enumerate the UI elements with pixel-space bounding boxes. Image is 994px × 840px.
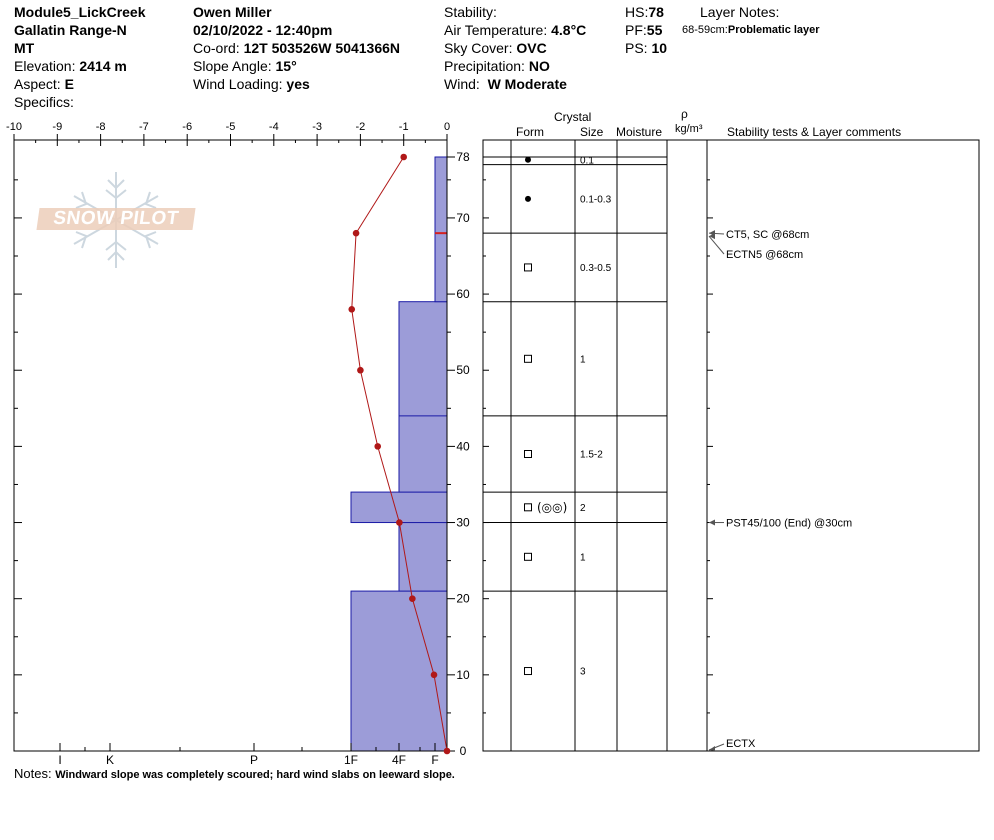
density-unit: kg/m³ [675, 123, 703, 135]
crystal-form-square [524, 263, 532, 272]
depth-tick-label: 40 [456, 439, 470, 453]
sky-cover: Sky Cover: OVC [444, 40, 547, 56]
depth-tick-label: 30 [456, 516, 470, 530]
hardness-bar [350, 491, 448, 524]
snowpilot-logo: SNOW PILOT [36, 168, 196, 272]
density-symbol: ρ [681, 107, 688, 121]
notes: Notes: Windward slope was completely sco… [14, 766, 455, 781]
stability-comment: CT5, SC @68cm [726, 229, 809, 241]
crystal-form-square [524, 667, 532, 676]
comment-arrowhead [709, 519, 715, 526]
state-name: MT [14, 40, 35, 56]
temperature-point [396, 519, 403, 526]
temperature-point [348, 306, 356, 313]
comment-arrowhead [709, 746, 715, 751]
specifics-label: Specifics: [14, 94, 74, 110]
temp-tick-label: -3 [312, 121, 322, 133]
temp-tick-label: -8 [96, 121, 106, 133]
air-temperature: Air Temperature: 4.8°C [444, 22, 587, 38]
stability-label: Stability: [444, 4, 497, 20]
crystal-form-square [524, 503, 532, 512]
temp-tick-label: -7 [139, 121, 149, 133]
hardness-tick-label: P [250, 753, 258, 767]
temperature-point [357, 366, 364, 374]
slope-angle: Slope Angle: 15° [193, 58, 297, 74]
crystal-size-label: 1 [580, 354, 586, 365]
hardness-bar [398, 522, 448, 592]
crystal-size-label: 0.1-0.3 [580, 194, 612, 205]
depth-tick-label: 78 [456, 150, 470, 164]
depth-tick-label: 50 [456, 363, 470, 377]
temperature-point [400, 153, 408, 161]
hardness-tick-label: 1F [344, 753, 358, 767]
depth-tick-label: 60 [456, 287, 470, 301]
crystal-form-square [524, 552, 532, 561]
layer-note: 68-59cm:Problematic layer [682, 24, 820, 36]
temp-tick-label: -4 [269, 121, 279, 133]
crystal-form-dot [525, 156, 531, 163]
coordinates: Co-ord: 12T 503526W 5041366N [193, 40, 401, 56]
temperature-point [409, 595, 416, 602]
temp-tick-label: -10 [6, 121, 22, 133]
hardness-bar [350, 590, 448, 752]
foot-penetration: PF:55 [625, 22, 663, 38]
temperature-point [352, 229, 360, 237]
hardness-tick-label: F [431, 753, 438, 767]
crystal-size-label: 3 [580, 667, 586, 678]
stability-comment: ECTX [726, 738, 756, 750]
elevation: Elevation: 2414 m [14, 58, 127, 74]
depth-tick-label: 70 [456, 211, 470, 225]
temp-tick-label: -5 [226, 121, 236, 133]
crystal-size-label: 2 [580, 503, 586, 514]
hardness-bar [434, 156, 448, 303]
temperature-point [443, 747, 451, 755]
precipitation: Precipitation: NO [444, 58, 550, 74]
crystal-header: Crystal [554, 110, 592, 124]
crystal-form-square [524, 354, 532, 363]
depth-hoar-symbol: (◎◎) [537, 500, 567, 514]
wind: Wind: W Moderate [444, 76, 567, 92]
layer-table-frame [482, 139, 980, 752]
depth-tick-label: 0 [460, 744, 467, 758]
observation-datetime: 02/10/2022 - 12:40pm [193, 22, 333, 38]
snow-height: HS:78 [625, 4, 664, 20]
pit-depth: PS: 10 [625, 40, 668, 56]
site-name: Module5_LickCreek [14, 4, 146, 20]
aspect: Aspect: E [14, 76, 74, 92]
wind-loading: Wind Loading: yes [193, 76, 310, 92]
temperature-point [374, 443, 382, 450]
observer-name: Owen Miller [193, 4, 272, 20]
depth-tick-label: 20 [456, 592, 470, 606]
crystal-size-label: 0.1 [580, 155, 594, 166]
form-header: Form [516, 125, 544, 139]
hardness-tick-label: K [106, 753, 114, 767]
layer-notes-label: Layer Notes: [700, 4, 780, 20]
temp-tick-label: -6 [182, 121, 192, 133]
temp-tick-label: -2 [356, 121, 366, 133]
hardness-tick-label: 4F [392, 753, 406, 767]
crystal-form-dot [525, 195, 531, 202]
comment-arrowhead [709, 233, 715, 240]
hardness-tick-label: I [58, 753, 61, 767]
stability-comment: ECTN5 @68cm [726, 249, 803, 261]
crystal-form-square [524, 450, 532, 458]
comments-header: Stability tests & Layer comments [727, 125, 902, 139]
depth-tick-label: 10 [456, 668, 470, 682]
hardness-bar [398, 301, 448, 493]
range-name: Gallatin Range-N [14, 22, 127, 38]
crystal-size-label: 1.5-2 [580, 450, 603, 461]
temp-tick-label: 0 [444, 121, 450, 133]
temp-tick-label: -9 [52, 121, 62, 133]
stability-comment: PST45/100 (End) @30cm [726, 518, 852, 530]
crystal-size-label: 1 [580, 552, 586, 563]
size-header: Size [580, 125, 604, 139]
comment-pointer [708, 235, 725, 255]
temperature-point [430, 671, 438, 679]
temp-tick-label: -1 [399, 121, 409, 133]
crystal-size-label: 0.3-0.5 [580, 263, 612, 274]
moisture-header: Moisture [616, 125, 663, 139]
